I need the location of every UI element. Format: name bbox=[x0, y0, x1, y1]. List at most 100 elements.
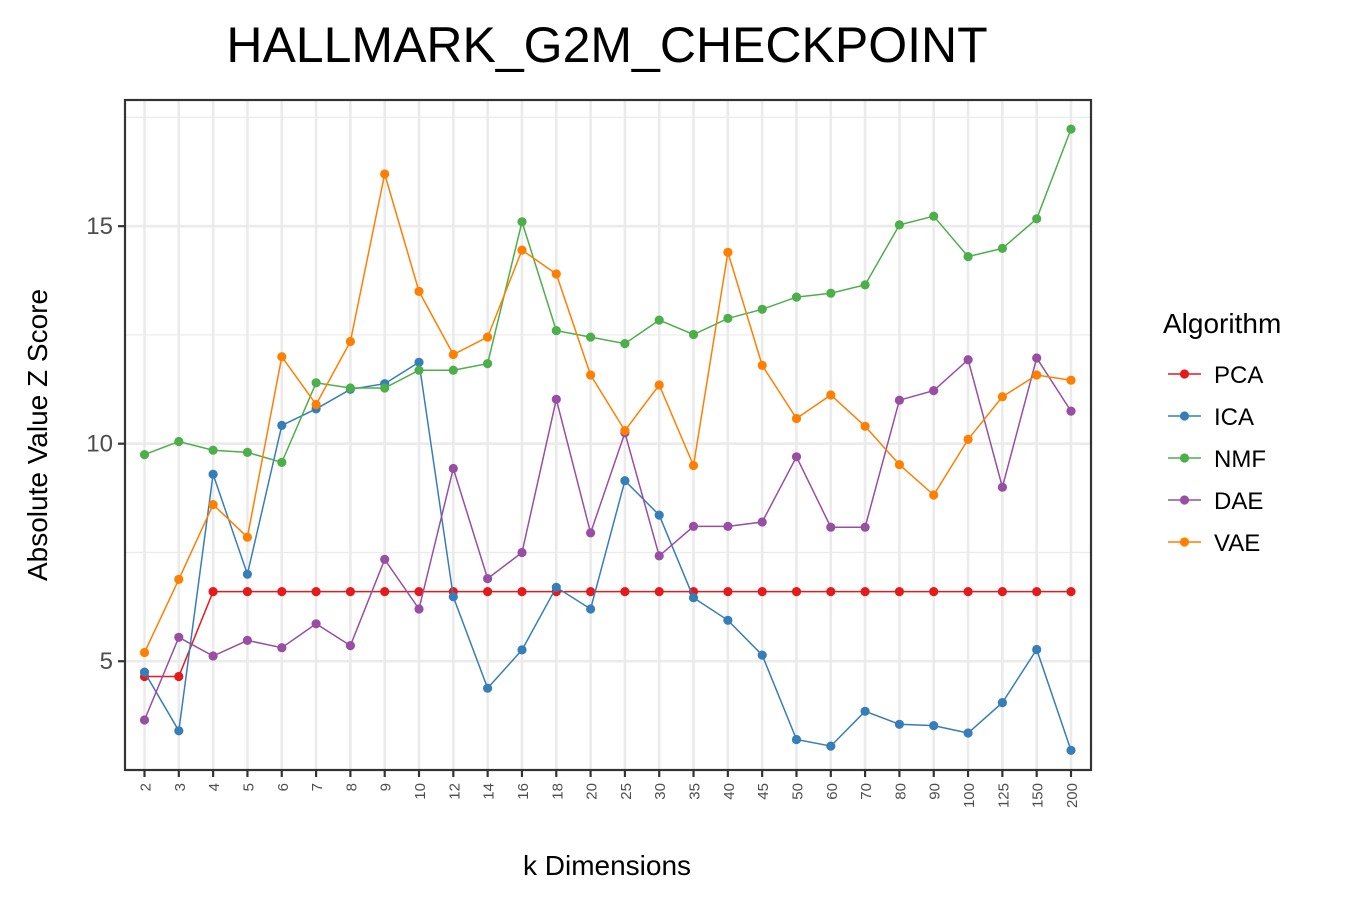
data-point-ica bbox=[757, 650, 767, 660]
data-point-dae bbox=[894, 395, 905, 405]
data-point-pca bbox=[586, 587, 596, 597]
data-point-vae bbox=[208, 500, 218, 510]
x-tick-label: 18 bbox=[549, 783, 566, 800]
data-point-nmf bbox=[1066, 124, 1076, 134]
series-layer bbox=[139, 124, 1076, 756]
data-point-nmf bbox=[414, 365, 424, 375]
data-point-dae bbox=[757, 517, 767, 527]
data-point-vae bbox=[277, 352, 287, 362]
data-point-nmf bbox=[345, 383, 355, 393]
plot-panel-border bbox=[123, 98, 1093, 772]
x-tick-label: 20 bbox=[584, 783, 601, 800]
data-point-vae bbox=[894, 460, 905, 470]
series-pca bbox=[139, 587, 1076, 682]
data-point-nmf bbox=[448, 365, 458, 375]
data-point-nmf bbox=[242, 447, 252, 457]
data-point-vae bbox=[380, 169, 390, 179]
data-point-pca bbox=[963, 587, 973, 597]
data-point-nmf bbox=[723, 313, 733, 323]
data-point-dae bbox=[997, 482, 1008, 492]
data-point-ica bbox=[654, 510, 664, 520]
data-point-ica bbox=[242, 569, 252, 579]
data-point-nmf bbox=[688, 329, 699, 340]
data-point-vae bbox=[826, 390, 836, 400]
data-point-nmf bbox=[208, 445, 218, 455]
x-tick-label: 50 bbox=[789, 783, 806, 800]
data-point-dae bbox=[414, 604, 424, 614]
data-point-dae bbox=[208, 651, 218, 661]
series-line-pca bbox=[144, 590, 1071, 678]
x-tick-label: 100 bbox=[961, 783, 978, 808]
data-point-vae bbox=[345, 336, 355, 347]
data-point-ica bbox=[929, 721, 939, 731]
series-ica bbox=[139, 357, 1076, 756]
data-point-nmf bbox=[517, 217, 527, 227]
data-point-ica bbox=[826, 741, 836, 751]
data-point-nmf bbox=[277, 457, 287, 467]
data-point-pca bbox=[997, 587, 1008, 597]
data-point-nmf bbox=[963, 252, 973, 262]
x-axis-title: k Dimensions bbox=[523, 850, 691, 881]
data-point-nmf bbox=[620, 339, 630, 349]
x-tick-label: 6 bbox=[275, 783, 292, 791]
data-point-vae bbox=[688, 460, 699, 471]
x-tick-label: 14 bbox=[481, 783, 498, 800]
data-point-dae bbox=[483, 574, 493, 584]
data-point-nmf bbox=[1032, 214, 1042, 224]
data-point-dae bbox=[139, 715, 150, 725]
legend-item-vae: VAE bbox=[1168, 530, 1260, 557]
x-tick-label: 45 bbox=[755, 783, 772, 800]
data-point-nmf bbox=[380, 383, 390, 393]
data-point-nmf bbox=[894, 220, 905, 230]
data-point-vae bbox=[448, 349, 458, 360]
x-tick-label: 40 bbox=[721, 783, 738, 800]
data-point-dae bbox=[723, 521, 733, 532]
data-point-pca bbox=[723, 587, 733, 597]
data-point-dae bbox=[826, 522, 836, 532]
legend-item-pca: PCA bbox=[1168, 362, 1263, 389]
data-point-nmf bbox=[174, 436, 184, 447]
x-tick-label: 200 bbox=[1064, 783, 1081, 808]
x-tick-label: 2 bbox=[138, 783, 155, 791]
series-line-vae bbox=[143, 173, 1072, 653]
data-point-dae bbox=[1032, 353, 1042, 363]
data-point-ica bbox=[551, 582, 561, 592]
x-tick-label: 16 bbox=[515, 783, 532, 800]
x-axis: 2 3 4 5 6 7 8 9 10 12 14 16 18 20 25 30 35 40 45 50 60 70 80 90… bbox=[138, 770, 1081, 808]
data-point-vae bbox=[997, 392, 1008, 402]
data-point-dae bbox=[791, 452, 802, 462]
data-point-vae bbox=[242, 532, 252, 542]
data-point-dae bbox=[586, 528, 596, 538]
x-tick-label: 70 bbox=[858, 783, 875, 800]
legend: Algorithm PCA ICA NMF DAE VAE bbox=[1163, 308, 1281, 557]
data-point-ica bbox=[791, 734, 802, 745]
data-point-dae bbox=[860, 522, 870, 532]
x-tick-label: 35 bbox=[687, 783, 704, 800]
y-tick-label: 5 bbox=[100, 648, 113, 675]
x-tick-label: 30 bbox=[652, 783, 669, 800]
data-point-dae bbox=[551, 394, 561, 404]
data-point-ica bbox=[723, 615, 733, 625]
data-point-dae bbox=[963, 355, 973, 365]
data-point-vae bbox=[929, 490, 939, 500]
data-point-nmf bbox=[826, 288, 836, 298]
x-tick-label: 7 bbox=[309, 783, 326, 791]
data-point-pca bbox=[860, 587, 870, 597]
data-point-vae bbox=[174, 574, 184, 585]
data-point-vae bbox=[1032, 370, 1042, 380]
y-axis: 5 10 15 bbox=[86, 213, 125, 675]
data-point-vae bbox=[654, 380, 664, 390]
data-point-pca bbox=[208, 587, 218, 597]
data-point-dae bbox=[380, 554, 390, 565]
data-point-dae bbox=[1066, 406, 1076, 416]
data-point-dae bbox=[345, 641, 355, 651]
data-point-ica bbox=[586, 604, 596, 614]
data-point-ica bbox=[620, 476, 630, 486]
x-tick-label: 5 bbox=[240, 783, 257, 791]
data-point-dae bbox=[311, 619, 321, 629]
data-point-dae bbox=[174, 632, 184, 642]
series-line-ica bbox=[143, 361, 1072, 751]
data-point-pca bbox=[654, 587, 664, 597]
data-point-nmf bbox=[551, 326, 561, 336]
data-point-pca bbox=[826, 587, 836, 597]
